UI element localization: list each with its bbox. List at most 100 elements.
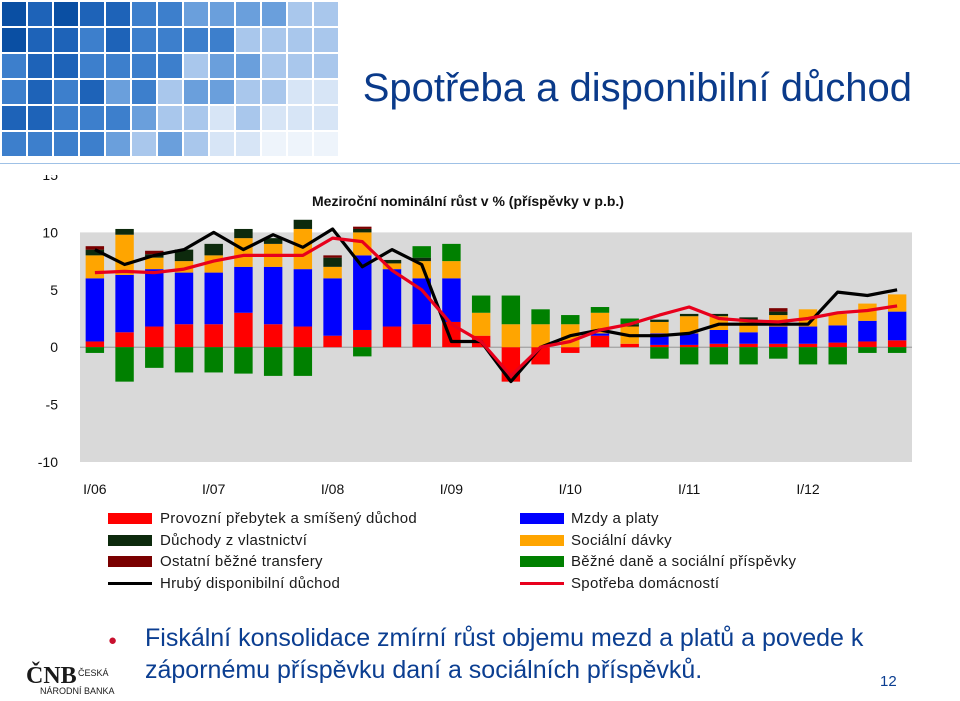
bar-provozni [353,329,372,348]
mosaic-tile [236,2,260,26]
legend-swatch-provozni [108,513,152,524]
mosaic-tile [54,80,78,104]
bar-mzdy [679,333,699,345]
bar-mzdy [323,278,342,336]
bar-provozni [263,324,283,348]
mosaic-tile [28,80,52,104]
bar-dane [858,347,877,353]
mosaic-tile [314,106,338,130]
mosaic-tile [80,2,104,26]
bar-provozni [85,341,105,348]
mosaic-tile [288,54,312,78]
mosaic-tile [288,80,312,104]
bar-provozni [145,326,164,348]
mosaic-tile [184,54,208,78]
bar-provozni [382,326,402,348]
mosaic-tile [2,2,26,26]
legend-swatch-hruby [108,582,152,586]
bar-provozni [174,324,194,348]
mosaic-tile [106,54,130,78]
slide-title: Spotřeba a disponibilní důchod [362,66,912,110]
bar-mzdy [353,255,372,330]
bar-duchody [263,238,283,244]
mosaic-tile [54,54,78,78]
mosaic-tile [236,106,260,130]
bar-mzdy [650,333,669,345]
bar-mzdy [442,278,461,322]
bar-mzdy [85,278,105,342]
x-tick-label: I/07 [202,481,226,497]
bar-mzdy [798,326,818,344]
mosaic-tile [132,106,156,130]
bar-provozni [650,344,669,348]
mosaic-tile [314,132,338,156]
mosaic-tile [262,54,286,78]
mosaic-tile [2,28,26,52]
bar-provozni [590,335,610,348]
mosaic-tile [262,106,286,130]
mosaic-tile [28,132,52,156]
legend-label-ostatni: Ostatní běžné transfery [160,553,323,571]
bar-socialni [828,313,847,326]
mosaic-tile [80,106,104,130]
mosaic-tile [2,132,26,156]
bar-provozni [234,312,253,348]
cnb-logo-line2: NÁRODNÍ BANKA [40,686,115,696]
bar-provozni [412,324,431,348]
mosaic-tile [2,54,26,78]
chart: Meziroční nominální růst v % (příspěvky … [38,175,912,497]
bar-mzdy [858,320,877,342]
bar-dane [442,243,461,262]
mosaic-tile [54,2,78,26]
mosaic-tile [2,106,26,130]
cnb-logo: ČNB ČESKÁ NÁRODNÍ BANKA [26,662,115,696]
x-tick-label: I/09 [440,481,464,497]
mosaic-tile [210,54,234,78]
bar-provozni [828,342,847,348]
bar-socialni [531,324,550,348]
bar-duchody [115,228,134,235]
bar-mzdy [739,332,758,344]
bar-socialni [442,261,461,279]
legend-swatch-socialni [520,534,564,546]
bar-mzdy [412,278,431,325]
mosaic-tile [28,2,52,26]
bar-duchody [85,249,105,256]
chart-title: Meziroční nominální růst v % (příspěvky … [312,193,624,209]
bar-socialni [501,324,521,348]
bar-provozni [561,347,580,353]
bar-duchody [412,257,431,262]
bar-socialni [353,232,372,256]
bar-mzdy [828,325,847,343]
bar-socialni [234,238,253,267]
mosaic-tile [54,28,78,52]
bar-mzdy [145,269,164,327]
mosaic-tile [80,54,104,78]
bar-duchody [679,313,699,317]
mosaic-tile [184,28,208,52]
mosaic-tile [54,106,78,130]
legend-label-mzdy: Mzdy a platy [571,510,659,527]
legend-label-spotreba: Spotřeba domácností [571,575,720,593]
mosaic-tile [184,132,208,156]
bar-dane [887,347,907,353]
bar-mzdy [382,269,402,327]
bullet-icon: ● [108,632,118,649]
bar-dane [204,347,223,373]
y-tick-label: 5 [50,282,58,298]
bar-dane [174,347,194,373]
mosaic-tile [288,28,312,52]
mosaic-tile [210,106,234,130]
mosaic-tile [80,132,104,156]
bar-provozni [769,343,788,348]
mosaic-tile [184,106,208,130]
bar-ostatni [323,255,342,258]
bar-ostatni [353,226,372,229]
y-tick-label: 15 [42,175,58,183]
bar-provozni [293,326,313,348]
bar-dane [234,347,253,374]
bar-duchody [709,313,729,317]
mosaic-tile [314,28,338,52]
bar-provozni [858,341,877,348]
bar-mzdy [263,266,283,325]
